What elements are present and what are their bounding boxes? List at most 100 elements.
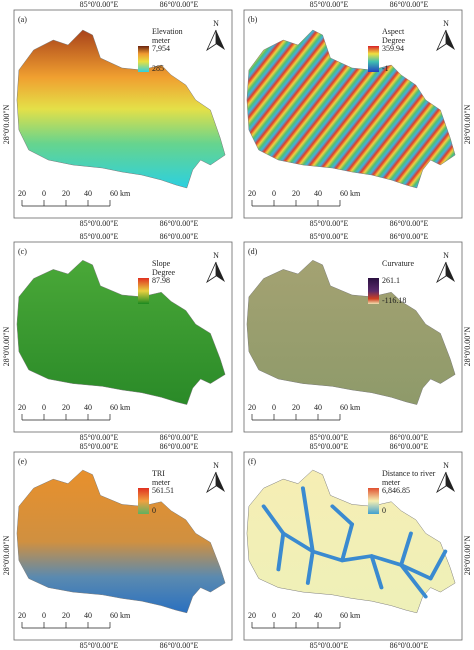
scale-label: 20 xyxy=(62,403,70,412)
river xyxy=(276,531,286,572)
legend-max: 6,846.85 xyxy=(382,486,410,495)
longitude-label: 85°0'0.00"E xyxy=(310,433,349,442)
longitude-label: 86°0'0.00"E xyxy=(160,433,199,442)
scale-label: 20 xyxy=(248,189,256,198)
legend-max: 561.51 xyxy=(152,486,174,495)
scale-label: 20 xyxy=(292,189,300,198)
legend-max: 7,954 xyxy=(152,44,170,53)
scale-label: 20 xyxy=(62,611,70,620)
river xyxy=(399,531,413,567)
study-area-shape xyxy=(246,469,456,614)
legend-min: -116.18 xyxy=(382,296,406,305)
study-area xyxy=(16,259,226,405)
longitude-label: 86°0'0.00"E xyxy=(390,219,429,228)
legend-max: 261.1 xyxy=(382,276,400,285)
scale-label: 0 xyxy=(42,189,46,198)
river xyxy=(399,563,428,599)
river xyxy=(330,504,354,527)
longitude-label: 85°0'0.00"E xyxy=(80,232,119,241)
latitude-label: 28°0'0.00"N xyxy=(463,535,472,575)
scale-label: 60 km xyxy=(110,403,131,412)
panel-label: (f) xyxy=(248,457,256,466)
legend-ramp xyxy=(138,46,149,72)
study-area-shape xyxy=(246,29,456,189)
legend-ramp xyxy=(368,46,379,72)
scale-label: 20 xyxy=(292,611,300,620)
scale-label: 0 xyxy=(272,611,276,620)
river xyxy=(340,522,354,563)
panel-label: (c) xyxy=(18,247,27,256)
longitude-label: 86°0'0.00"E xyxy=(390,433,429,442)
longitude-label: 86°0'0.00"E xyxy=(160,0,199,9)
scale-label: 0 xyxy=(272,403,276,412)
longitude-label: 86°0'0.00"E xyxy=(160,232,199,241)
legend-unit: meter xyxy=(152,478,171,487)
north-arrow xyxy=(446,472,455,492)
longitude-label: 86°0'0.00"E xyxy=(390,641,429,650)
scale-label: 40 xyxy=(84,611,92,620)
legend-title: Curvature xyxy=(382,259,414,268)
scale-label: 0 xyxy=(42,403,46,412)
legend-ramp xyxy=(138,278,149,304)
map-panel: (d) Curvature 261.1 -116.18 N 20 0 20 40 60 km 85°… xyxy=(243,232,472,442)
scale-label: 20 xyxy=(248,403,256,412)
scale-label: 20 xyxy=(292,403,300,412)
north-label: N xyxy=(443,461,449,470)
longitude-label: 86°0'0.00"E xyxy=(160,442,199,451)
legend-ramp xyxy=(368,488,379,514)
legend-title: TRI xyxy=(152,469,165,478)
longitude-label: 85°0'0.00"E xyxy=(80,433,119,442)
panel-label: (a) xyxy=(18,15,27,24)
study-area-shape xyxy=(16,259,226,405)
panel-label: (e) xyxy=(18,457,27,466)
north-label: N xyxy=(213,19,219,28)
legend-ramp xyxy=(138,488,149,514)
north-arrow xyxy=(446,30,455,50)
latitude-label: 28°0'0.00"N xyxy=(2,326,11,366)
panel-label: (b) xyxy=(248,15,258,24)
longitude-label: 85°0'0.00"E xyxy=(80,442,119,451)
scale-label: 60 km xyxy=(110,611,131,620)
scale-label: 20 xyxy=(62,189,70,198)
latitude-label: 28°0'0.00"N xyxy=(463,104,472,144)
scale-label: 60 km xyxy=(110,189,131,198)
north-label: N xyxy=(443,251,449,260)
scale-label: 40 xyxy=(314,403,322,412)
legend-min: 285 xyxy=(152,64,164,73)
legend-title: Distance to river xyxy=(382,469,436,478)
legend-unit: meter xyxy=(382,478,401,487)
longitude-label: 86°0'0.00"E xyxy=(160,641,199,650)
study-area-shape xyxy=(16,29,226,189)
longitude-label: 85°0'0.00"E xyxy=(310,219,349,228)
longitude-label: 85°0'0.00"E xyxy=(80,0,119,9)
legend-title: Elevation xyxy=(152,27,183,36)
study-area-shape xyxy=(246,259,456,405)
scale-label: 20 xyxy=(248,611,256,620)
scale-label: 40 xyxy=(84,403,92,412)
river xyxy=(428,549,448,581)
longitude-label: 85°0'0.00"E xyxy=(310,232,349,241)
legend-min: -1 xyxy=(382,64,389,73)
legend-unit: meter xyxy=(152,36,171,45)
scale-label: 60 km xyxy=(340,403,361,412)
longitude-label: 85°0'0.00"E xyxy=(80,641,119,650)
legend-unit: Degree xyxy=(382,36,406,45)
scale-label: 0 xyxy=(272,189,276,198)
scale-label: 20 xyxy=(18,611,26,620)
north-arrow xyxy=(446,262,455,282)
scale-label: 40 xyxy=(314,611,322,620)
north-arrow xyxy=(216,472,225,492)
longitude-label: 86°0'0.00"E xyxy=(160,219,199,228)
legend-min: 0 xyxy=(152,506,156,515)
longitude-label: 85°0'0.00"E xyxy=(310,0,349,9)
study-area xyxy=(246,29,456,189)
longitude-label: 86°0'0.00"E xyxy=(390,0,429,9)
river xyxy=(305,549,315,585)
longitude-label: 85°0'0.00"E xyxy=(80,219,119,228)
north-arrow xyxy=(216,30,225,50)
scale-label: 60 km xyxy=(340,611,361,620)
